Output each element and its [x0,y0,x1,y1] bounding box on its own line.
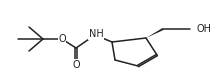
Text: OH: OH [196,24,211,34]
Text: NH: NH [89,29,103,39]
Text: O: O [72,60,80,70]
Text: O: O [58,34,66,44]
Polygon shape [146,28,164,38]
